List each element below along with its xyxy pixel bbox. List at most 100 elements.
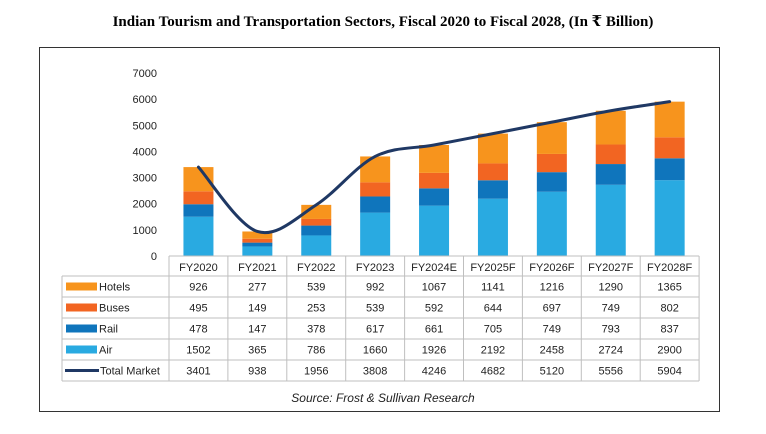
chart-frame bbox=[39, 47, 720, 412]
category-label: FY2025F bbox=[470, 262, 516, 274]
legend-label: Total Market bbox=[100, 366, 160, 378]
bar-rail-fy2023 bbox=[360, 196, 391, 213]
y-tick-label: 6000 bbox=[133, 94, 157, 106]
bar-buses-fy2026f bbox=[536, 153, 567, 173]
bar-buses-fy2022 bbox=[301, 218, 332, 226]
bar-rail-fy2024e bbox=[419, 188, 450, 206]
data-label: 786 bbox=[307, 345, 325, 357]
data-label: 1141 bbox=[481, 282, 505, 294]
y-tick-label: 1000 bbox=[133, 225, 157, 237]
bar-hotels-fy2028f bbox=[654, 101, 685, 138]
legend-swatch-buses bbox=[66, 303, 97, 312]
bar-air-fy2023 bbox=[360, 212, 391, 256]
data-label: 539 bbox=[366, 303, 384, 315]
category-label: FY2020 bbox=[179, 262, 218, 274]
y-tick-label: 4000 bbox=[133, 146, 157, 158]
bar-air-fy2020 bbox=[183, 216, 214, 256]
bar-hotels-fy2023 bbox=[360, 156, 391, 183]
bar-rail-fy2026f bbox=[536, 172, 567, 192]
bar-rail-fy2028f bbox=[654, 158, 685, 181]
data-label: 1926 bbox=[422, 345, 446, 357]
legend-swatch-air bbox=[66, 345, 97, 354]
total-market-line bbox=[196, 100, 672, 235]
bar-rail-fy2021 bbox=[242, 242, 273, 247]
legend-label: Hotels bbox=[99, 282, 131, 294]
bar-hotels-fy2025f bbox=[477, 133, 508, 164]
bar-rail-fy2022 bbox=[301, 225, 332, 236]
data-label: 2900 bbox=[657, 345, 681, 357]
data-label: 592 bbox=[425, 303, 443, 315]
category-label: FY2026F bbox=[529, 262, 575, 274]
data-label: 1956 bbox=[304, 366, 328, 378]
category-label: FY2028F bbox=[647, 262, 693, 274]
data-label: 539 bbox=[307, 282, 325, 294]
data-label: 1216 bbox=[540, 282, 564, 294]
data-label: 793 bbox=[602, 324, 620, 336]
category-label: FY2021 bbox=[238, 262, 277, 274]
data-label: 5556 bbox=[599, 366, 623, 378]
y-tick-label: 7000 bbox=[133, 68, 157, 80]
legend-swatch-hotels bbox=[66, 282, 97, 291]
data-label: 1067 bbox=[422, 282, 446, 294]
data-label: 802 bbox=[660, 303, 678, 315]
bar-hotels-fy2027f bbox=[595, 110, 626, 145]
legend-label: Buses bbox=[99, 303, 130, 315]
data-label: 992 bbox=[366, 282, 384, 294]
bar-buses-fy2021 bbox=[242, 238, 273, 243]
data-label: 644 bbox=[484, 303, 502, 315]
bar-air-fy2026f bbox=[536, 191, 567, 256]
source-note: Source: Frost & Sullivan Research bbox=[291, 391, 475, 405]
bar-air-fy2024e bbox=[419, 205, 450, 256]
data-label: 4246 bbox=[422, 366, 446, 378]
bar-hotels-fy2026f bbox=[536, 122, 567, 154]
chart-title: Indian Tourism and Transportation Sector… bbox=[112, 14, 654, 30]
data-label: 1365 bbox=[657, 282, 681, 294]
data-label: 378 bbox=[307, 324, 325, 336]
data-label: 926 bbox=[189, 282, 207, 294]
bar-rail-fy2020 bbox=[183, 204, 214, 217]
legend-swatch-rail bbox=[66, 324, 97, 333]
bar-buses-fy2028f bbox=[654, 137, 685, 159]
data-label: 478 bbox=[189, 324, 207, 336]
bar-buses-fy2023 bbox=[360, 182, 391, 197]
category-label: FY2022 bbox=[297, 262, 336, 274]
data-label: 4682 bbox=[481, 366, 505, 378]
category-label: FY2027F bbox=[588, 262, 634, 274]
bar-air-fy2025f bbox=[477, 198, 508, 256]
data-label: 749 bbox=[543, 324, 561, 336]
bar-rail-fy2025f bbox=[477, 180, 508, 199]
data-label: 1290 bbox=[599, 282, 623, 294]
data-label: 1660 bbox=[363, 345, 387, 357]
bar-buses-fy2025f bbox=[477, 163, 508, 181]
bar-air-fy2021 bbox=[242, 246, 273, 256]
data-label: 277 bbox=[248, 282, 266, 294]
data-label: 3808 bbox=[363, 366, 387, 378]
data-label: 147 bbox=[248, 324, 266, 336]
bar-air-fy2027f bbox=[595, 184, 626, 256]
category-label: FY2024E bbox=[411, 262, 457, 274]
data-label: 149 bbox=[248, 303, 266, 315]
bar-hotels-fy2024e bbox=[419, 144, 450, 173]
bar-rail-fy2027f bbox=[595, 164, 626, 185]
data-label: 5904 bbox=[657, 366, 681, 378]
y-tick-label: 2000 bbox=[133, 199, 157, 211]
y-tick-label: 3000 bbox=[133, 173, 157, 185]
bar-air-fy2028f bbox=[654, 180, 685, 256]
data-label: 365 bbox=[248, 345, 266, 357]
bar-air-fy2022 bbox=[301, 235, 332, 256]
data-label: 2192 bbox=[481, 345, 505, 357]
bar-buses-fy2020 bbox=[183, 191, 214, 205]
data-label: 661 bbox=[425, 324, 443, 336]
legend-label: Air bbox=[99, 345, 113, 357]
data-label: 5120 bbox=[540, 366, 564, 378]
data-label: 837 bbox=[660, 324, 678, 336]
data-label: 617 bbox=[366, 324, 384, 336]
data-label: 697 bbox=[543, 303, 561, 315]
category-label: FY2023 bbox=[356, 262, 395, 274]
data-label: 938 bbox=[248, 366, 266, 378]
data-label: 495 bbox=[189, 303, 207, 315]
data-label: 3401 bbox=[186, 366, 210, 378]
data-label: 705 bbox=[484, 324, 502, 336]
data-label: 2458 bbox=[540, 345, 564, 357]
